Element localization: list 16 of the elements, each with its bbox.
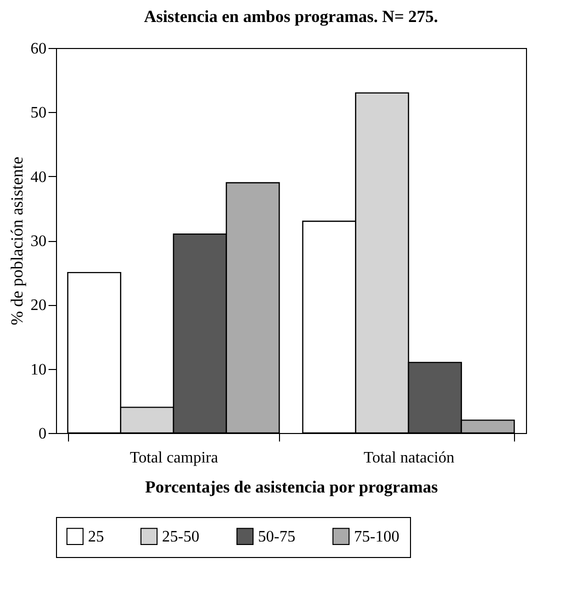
y-tick-label: 30: [30, 233, 46, 250]
y-tick-label: 60: [30, 40, 46, 58]
legend-label: 25: [88, 528, 104, 546]
legend-label: 50-75: [258, 528, 296, 546]
y-tick-label: 50: [30, 104, 46, 122]
y-tick-label: 0: [38, 426, 46, 442]
y-tick-label: 40: [30, 168, 46, 186]
x-tick-label: Total campira: [130, 450, 218, 466]
chart-title: Asistencia en ambos programas. N= 275.: [144, 7, 438, 26]
y-tick-label: 20: [30, 297, 46, 314]
y-axis-title: % de población asistente: [8, 156, 26, 326]
y-tick-label: 10: [30, 361, 46, 378]
x-tick-label: Total natación: [364, 450, 454, 466]
legend-label: 25-50: [162, 528, 200, 546]
legend-label: 75-100: [354, 528, 400, 546]
x-axis-title: Porcentajes de asistencia por programas: [145, 478, 438, 496]
